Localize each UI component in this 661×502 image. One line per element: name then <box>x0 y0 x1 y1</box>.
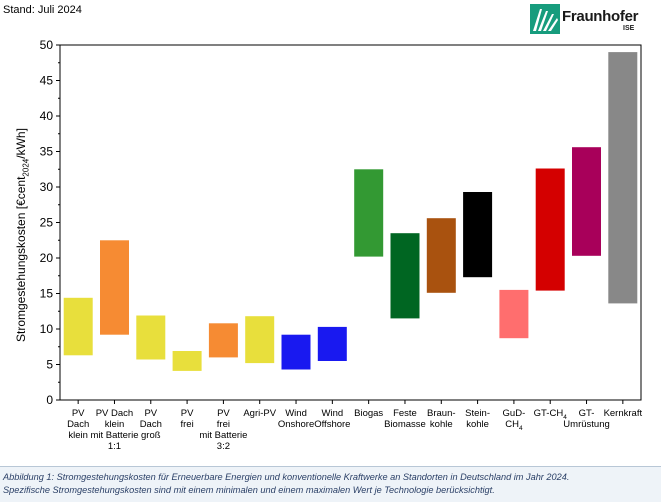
x-tick-label-line: kohle <box>466 419 489 430</box>
x-tick-label-line: Biogas <box>354 408 383 419</box>
y-tick-label: 5 <box>46 358 53 372</box>
x-tick-label-line: Kernkraft <box>604 408 643 419</box>
logo-text: Fraunhofer <box>562 8 639 25</box>
x-tick-label-line: mit Batterie <box>199 430 247 441</box>
range-bar <box>245 316 275 364</box>
x-tick-label-line: Dach <box>67 419 89 430</box>
y-tick-label: 20 <box>40 251 54 265</box>
range-bar <box>390 233 420 319</box>
x-tick-label: Braun-kohle <box>427 408 456 430</box>
x-tick-label: PV frei mit Batterie 3:2 <box>199 408 247 452</box>
x-tick-label-line: Dach <box>140 419 162 430</box>
x-tick-label-line: GT-CH4 <box>534 408 568 421</box>
x-tick-label-line: PV <box>72 408 85 419</box>
y-tick-label: 30 <box>40 180 54 194</box>
range-bar <box>572 147 601 256</box>
x-tick-label-line: GuD- <box>503 408 526 419</box>
y-tick-label: 10 <box>40 322 54 336</box>
y-tick-label: 50 <box>40 38 54 52</box>
range-bar <box>317 326 347 361</box>
logo-subtext: ISE <box>623 25 635 32</box>
x-tick-label-line: frei <box>217 419 230 430</box>
x-tick-label-line: Agri-PV <box>243 408 276 419</box>
x-tick-label: PV Dach klein mit Batterie 1:1 <box>90 408 138 452</box>
x-tick-label: Kernkraft <box>604 408 643 419</box>
figure-caption: Abbildung 1: Stromgestehungskosten für E… <box>0 466 661 502</box>
x-tick-label-line: PV Dach <box>96 408 134 419</box>
x-tick-label: Stein-kohle <box>465 408 490 430</box>
x-tick-label: Feste Biomasse <box>384 408 426 430</box>
range-bar <box>136 315 166 360</box>
y-tick-label: 45 <box>40 74 54 88</box>
range-bar <box>100 240 129 335</box>
subscript: 4 <box>519 425 523 432</box>
x-tick-label: Wind Offshore <box>314 408 350 430</box>
x-tick-label: Biogas <box>354 408 383 419</box>
x-tick-label-line: PV <box>217 408 230 419</box>
y-tick-label: 40 <box>40 109 54 123</box>
y-axis-title-sub: 2024 <box>21 158 31 177</box>
x-tick-label-line: kohle <box>430 419 453 430</box>
x-tick-label: GuD-CH4 <box>503 408 526 432</box>
range-bar <box>608 52 638 304</box>
x-tick-label: GT-CH4 <box>534 408 568 421</box>
x-tick-label: PV Dach groß <box>140 408 162 441</box>
fraunhofer-logo-icon <box>530 4 560 34</box>
x-tick-label-line: Wind <box>285 408 307 419</box>
x-tick-label-line: 1:1 <box>108 441 121 452</box>
x-tick-label-line: Offshore <box>314 419 350 430</box>
x-tick-label-line: 3:2 <box>217 441 230 452</box>
y-axis-title-main: Stromgestehungskosten [€cent <box>14 176 28 342</box>
x-tick-label: PV frei <box>180 408 194 430</box>
x-tick-label-line: Onshore <box>278 419 314 430</box>
range-bar <box>281 334 311 370</box>
stand-date: Stand: Juli 2024 <box>3 4 82 16</box>
x-tick-label-line: Braun- <box>427 408 456 419</box>
x-tick-label-line: Wind <box>322 408 344 419</box>
range-bar <box>499 289 529 339</box>
range-bar <box>535 168 565 291</box>
x-tick-label: Wind Onshore <box>278 408 314 430</box>
x-tick-label-line: Stein- <box>465 408 490 419</box>
x-tick-label-line: CH4 <box>505 419 523 432</box>
x-tick-label-line: groß <box>141 430 161 441</box>
range-bar <box>426 218 456 293</box>
range-bar <box>172 351 202 371</box>
x-tick-label-line: klein <box>68 430 88 441</box>
y-tick-label: 0 <box>46 393 53 407</box>
x-tick-label-line: Umrüstung <box>563 419 609 430</box>
caption-line-1: Abbildung 1: Stromgestehungskosten für E… <box>3 472 570 482</box>
x-tick-label-line: mit Batterie <box>90 430 138 441</box>
caption-line-2: Spezifische Stromgestehungskosten sind m… <box>3 485 495 495</box>
y-tick-label: 25 <box>40 216 54 230</box>
x-tick-label: Agri-PV <box>243 408 276 419</box>
x-tick-label: GT-Umrüstung <box>563 408 609 430</box>
range-bar <box>63 297 93 356</box>
x-tick-label-line: Biomasse <box>384 419 426 430</box>
y-tick-label: 35 <box>40 145 54 159</box>
y-axis-title-unit: /kWh] <box>14 128 28 159</box>
x-tick-label-line: PV <box>181 408 194 419</box>
y-axis-title: Stromgestehungskosten [€cent2024/kWh] <box>14 128 30 342</box>
y-tick-label: 15 <box>40 287 54 301</box>
x-tick-label-line: PV <box>144 408 157 419</box>
x-tick-label-line: GT- <box>579 408 595 419</box>
x-tick-label-line: Feste <box>393 408 417 419</box>
range-bar <box>463 192 493 278</box>
x-tick-label-line: klein <box>105 419 125 430</box>
range-bar <box>354 169 384 257</box>
subscript: 4 <box>563 414 567 421</box>
x-tick-label: PV Dach klein <box>67 408 89 441</box>
fraunhofer-logo: Fraunhofer ISE <box>530 3 642 37</box>
range-bar <box>208 323 238 358</box>
x-tick-label-line: frei <box>180 419 193 430</box>
